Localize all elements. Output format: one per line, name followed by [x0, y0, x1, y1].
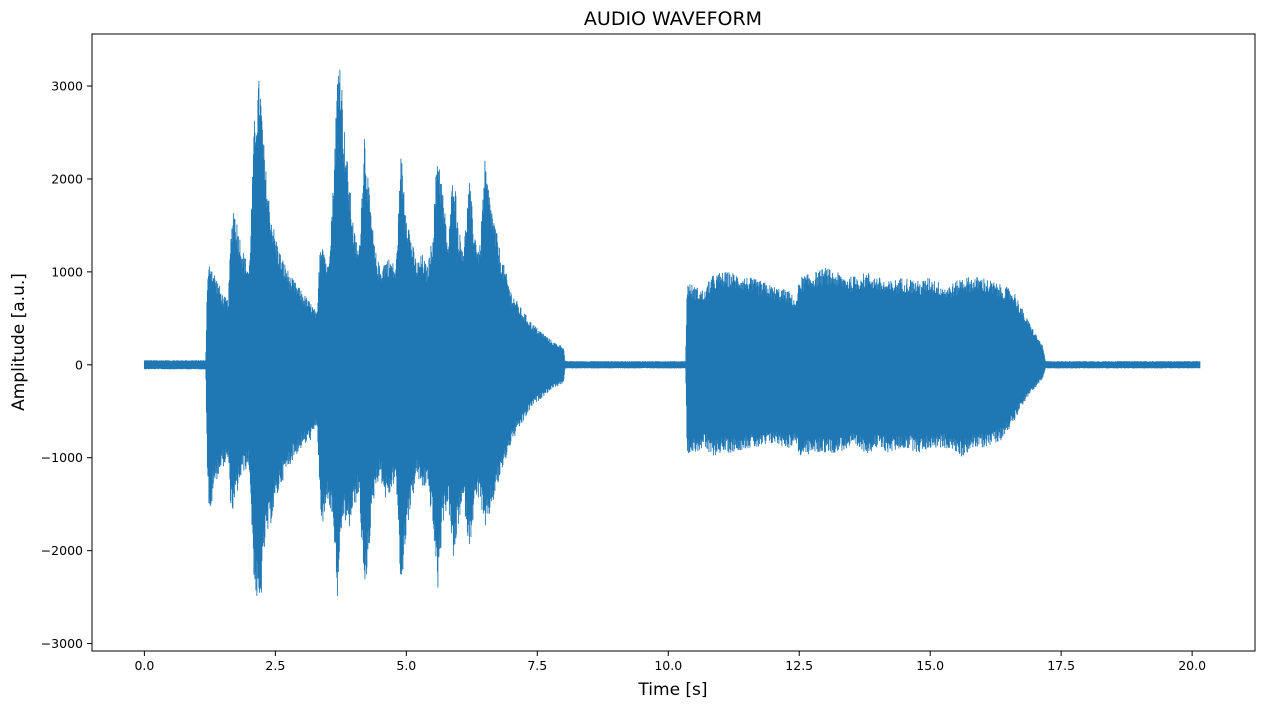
x-axis-title: Time [s] [637, 680, 707, 700]
x-tick-label: 5.0 [396, 658, 416, 673]
x-tick-label: 2.5 [265, 658, 285, 673]
y-tick-label: −3000 [41, 636, 83, 651]
x-axis-ticks: 0.0 2.5 5.0 7.5 10.0 12.5 15.0 17.5 20.0 [134, 651, 1206, 673]
x-tick-label: 17.5 [1047, 658, 1075, 673]
x-tick-label: 15.0 [916, 658, 944, 673]
y-tick-label: 1000 [51, 264, 83, 279]
y-tick-label: −1000 [41, 450, 83, 465]
x-tick-label: 7.5 [527, 658, 547, 673]
y-tick-label: 2000 [51, 171, 83, 186]
x-tick-label: 0.0 [134, 658, 154, 673]
y-tick-label: 0 [75, 357, 83, 372]
x-tick-label: 10.0 [654, 658, 682, 673]
waveform-layer [143, 69, 1201, 596]
plot-frame [91, 33, 1256, 652]
x-tick-label: 12.5 [785, 658, 813, 673]
y-tick-label: −2000 [41, 543, 83, 558]
x-tick-label: 20.0 [1178, 658, 1206, 673]
waveform-series-0 [143, 69, 1201, 596]
chart-title: AUDIO WAVEFORM [584, 8, 762, 30]
y-axis-title: Amplitude [a.u.] [9, 273, 29, 411]
y-tick-label: 3000 [51, 79, 83, 94]
y-axis-ticks: −3000 −2000 −1000 0 1000 2000 3000 [41, 79, 92, 651]
